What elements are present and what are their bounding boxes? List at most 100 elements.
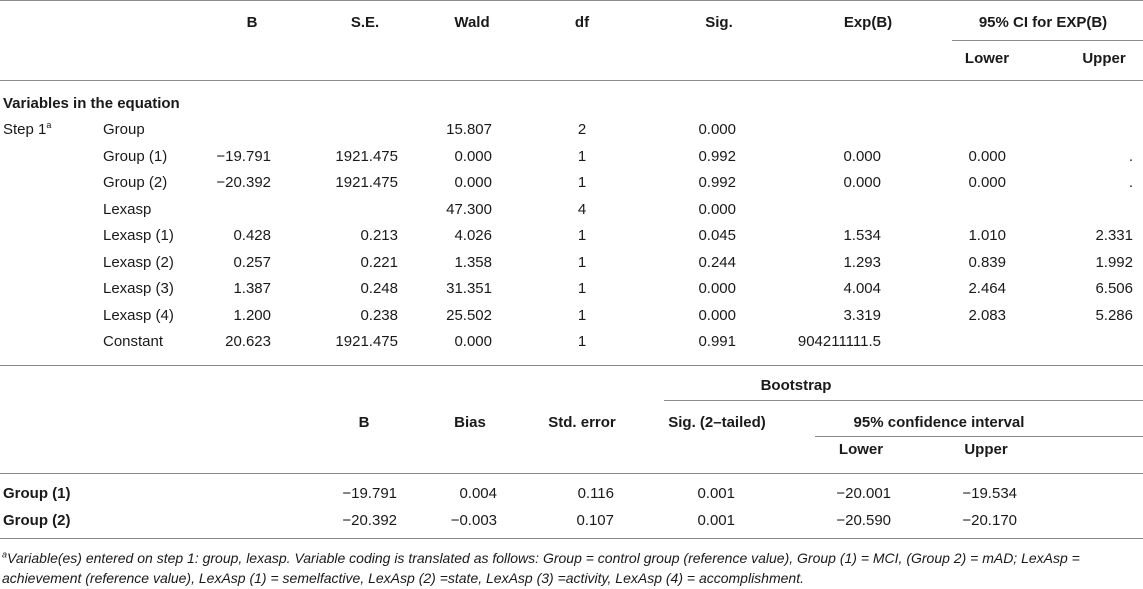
- header2-lower: Lower: [838, 441, 884, 458]
- table1-cell-label: Group (1): [103, 147, 168, 165]
- header2-ci: 95% confidence interval: [853, 414, 1025, 431]
- table1-cell-expb: 1.534: [843, 227, 881, 244]
- table1-cell-lower: 1.010: [968, 227, 1006, 244]
- header2-upper: Upper: [964, 441, 1008, 458]
- table2-header-rule: [0, 473, 1143, 474]
- table1-cell-wald: 15.807: [446, 121, 492, 138]
- table1-cell-b: 20.623: [225, 333, 271, 350]
- table2-cell-stderr: 0.107: [576, 512, 614, 529]
- table2-cell-lower: −20.001: [836, 485, 891, 502]
- table1-cell-df: 1: [577, 147, 587, 165]
- table1-cell-se: 0.221: [360, 253, 398, 271]
- table1-cell-lower: 2.464: [968, 280, 1006, 297]
- table1-cell-df: 1: [577, 227, 587, 244]
- table1-cell-wald: 0.000: [454, 333, 492, 350]
- step-label: Step 1a: [3, 121, 51, 139]
- table1-cell-upper: .: [1128, 174, 1133, 191]
- table2-cell-b: −20.392: [342, 512, 397, 529]
- table1-cell-se: 1921.475: [335, 174, 398, 191]
- table1-cell-label: Lexasp: [103, 200, 152, 218]
- table1-cell-upper: 2.331: [1095, 227, 1133, 244]
- table1-cell-wald: 0.000: [454, 174, 492, 191]
- footnote-text: Variable(es) entered on step 1: group, l…: [2, 550, 1080, 586]
- table1-cell-df: 1: [577, 253, 587, 271]
- ci-header-rule: [952, 40, 1143, 41]
- table1-cell-sig: 0.045: [698, 227, 736, 244]
- table1-cell-wald: 25.502: [446, 306, 492, 324]
- table1-cell-b: 0.257: [233, 253, 271, 271]
- footnote: aVariable(es) entered on step 1: group, …: [2, 548, 1140, 588]
- table1-cell-se: 0.248: [360, 280, 398, 297]
- table1-cell-sig: 0.992: [698, 147, 736, 165]
- table2-top-rule: [0, 365, 1143, 366]
- table2-cell-upper: −20.170: [962, 512, 1017, 529]
- table1-cell-sig: 0.244: [698, 253, 736, 271]
- table1-header-rule: [0, 80, 1143, 81]
- header-upper: Upper: [1082, 50, 1126, 67]
- table1-cell-wald: 1.358: [454, 253, 492, 271]
- table1-cell-lower: 0.000: [968, 147, 1006, 165]
- table1-cell-sig: 0.000: [698, 306, 736, 324]
- table2-cell-sig: 0.001: [697, 512, 735, 529]
- table1-cell-b: 0.428: [233, 227, 271, 244]
- table1-cell-expb: 1.293: [843, 253, 881, 271]
- table1-cell-label: Lexasp (4): [103, 306, 174, 324]
- header-se: S.E.: [350, 14, 380, 31]
- table1-cell-wald: 0.000: [454, 147, 492, 165]
- table2-cell-sig: 0.001: [697, 485, 735, 502]
- table1-cell-upper: 5.286: [1095, 306, 1133, 324]
- table2-bottom-rule: [0, 538, 1143, 539]
- step-label-text: Step 1: [3, 121, 47, 138]
- table1-cell-b: 1.387: [233, 280, 271, 297]
- table1-cell-df: 2: [577, 121, 587, 138]
- header2-sig: Sig. (2–tailed): [668, 414, 766, 431]
- header2-stderr: Std. error: [548, 414, 616, 431]
- table1-cell-sig: 0.000: [698, 200, 736, 218]
- table2-cell-label: Group (1): [3, 485, 71, 502]
- table1-cell-upper: 1.992: [1095, 253, 1133, 271]
- table1-cell-label: Group (2): [103, 174, 168, 191]
- table1-cell-b: −19.791: [216, 147, 271, 165]
- footnote-sup: a: [2, 549, 8, 560]
- header-ci-exp: 95% CI for EXP(B): [978, 14, 1108, 31]
- table1-cell-df: 1: [577, 306, 587, 324]
- table2-cell-stderr: 0.116: [577, 485, 614, 502]
- table1-cell-sig: 0.992: [698, 174, 736, 191]
- header2-bias: Bias: [454, 414, 486, 431]
- table2-cell-b: −19.791: [342, 485, 397, 502]
- table1-cell-lower: 0.000: [968, 174, 1006, 191]
- header2-b: B: [358, 414, 370, 431]
- table1-cell-lower: 0.839: [968, 253, 1006, 271]
- table1-cell-b: 1.200: [233, 306, 271, 324]
- ci2-header-rule: [815, 436, 1143, 437]
- table1-cell-expb: 4.004: [843, 280, 881, 297]
- table2-cell-label: Group (2): [3, 512, 71, 529]
- table1-cell-sig: 0.000: [698, 280, 736, 297]
- header-expb: Exp(B): [843, 14, 893, 31]
- bootstrap-rule: [664, 400, 1143, 401]
- table1-cell-upper: 6.506: [1095, 280, 1133, 297]
- table1-cell-sig: 0.000: [698, 121, 736, 138]
- table1-top-rule: [0, 0, 1143, 1]
- header-b: B: [246, 14, 258, 31]
- table1-cell-df: 1: [577, 280, 587, 297]
- header-bootstrap: Bootstrap: [760, 377, 832, 394]
- table1-cell-label: Group: [103, 121, 145, 138]
- header-sig: Sig.: [705, 14, 733, 31]
- step-label-sup: a: [46, 120, 52, 130]
- table1-cell-upper: .: [1128, 147, 1133, 165]
- table2-cell-bias: −0.003: [450, 512, 497, 529]
- table1-cell-wald: 31.351: [446, 280, 492, 297]
- table1-cell-expb: 3.319: [843, 306, 881, 324]
- table1-cell-df: 1: [577, 174, 587, 191]
- table2-cell-bias: 0.004: [459, 485, 497, 502]
- table1-cell-expb: 0.000: [843, 147, 881, 165]
- table1-cell-expb: 0.000: [843, 174, 881, 191]
- table1-cell-b: −20.392: [216, 174, 271, 191]
- table1-cell-label: Lexasp (3): [103, 280, 174, 297]
- table1-cell-se: 1921.475: [335, 147, 398, 165]
- table1-cell-label: Lexasp (2): [103, 253, 174, 271]
- header-wald: Wald: [454, 14, 490, 31]
- section-title: Variables in the equation: [3, 95, 180, 112]
